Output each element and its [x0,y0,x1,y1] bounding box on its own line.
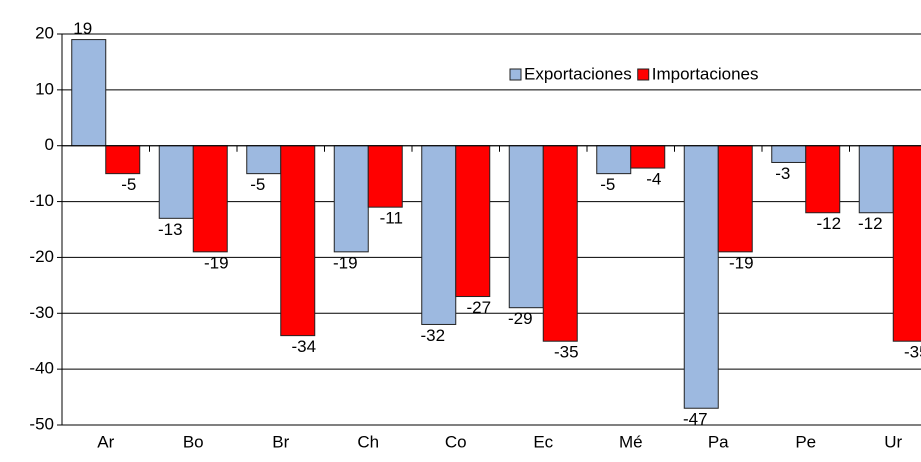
y-tick-label: -20 [29,247,54,266]
data-label: -19 [333,253,358,272]
legend-label: Exportaciones [524,64,632,83]
x-tick-label: Mé [619,432,643,451]
legend-swatch [637,68,650,81]
legend-box [500,61,845,89]
bar [805,145,841,214]
x-tick-label: Ur [884,432,902,451]
x-tick-label: Ar [97,432,114,451]
bar [542,145,578,342]
x-tick-label: Bo [183,432,204,451]
data-label: -19 [729,253,754,272]
bar [683,145,719,409]
data-label: -12 [816,214,841,233]
x-tick-label: Co [445,432,467,451]
bar [858,145,894,214]
bar [246,145,282,175]
data-label: -5 [121,175,136,194]
data-label: -13 [158,220,183,239]
x-tick-label: Ch [357,432,379,451]
bar [192,145,228,253]
data-label: 19 [73,19,92,38]
y-tick-label: -30 [29,303,54,322]
data-label: -11 [380,209,403,228]
y-tick-label: 10 [35,79,54,98]
y-tick-label: 0 [45,135,54,154]
bar [280,145,316,337]
data-label: -29 [508,309,533,328]
bar [630,145,666,169]
data-label: -5 [250,175,265,194]
bar [71,39,107,147]
legend-swatch [509,68,522,81]
data-label: -35 [904,343,921,362]
bar [508,145,544,309]
data-label: -27 [466,298,491,317]
bar [333,145,369,253]
bar [771,145,807,163]
bar [367,145,403,208]
data-label: -34 [291,337,316,356]
bar [421,145,457,325]
plot-area: -50 -40 -30 -20 -10 0 10 20 Ar 19 -5 Bo -13 -19 Br -5 -3… [29,19,921,451]
x-tick-label: Pa [708,432,729,451]
data-label: -35 [554,343,579,362]
x-tick-label: Pe [795,432,816,451]
bar [892,145,921,342]
data-label: -3 [775,164,790,183]
legend-label: Importaciones [652,64,759,83]
bar [158,145,194,219]
x-tick-label: Ec [533,432,553,451]
data-label: -47 [683,410,708,429]
data-label: -12 [858,214,883,233]
y-tick-label: -40 [29,359,54,378]
data-label: -19 [204,253,229,272]
bar [596,145,632,175]
x-tick-label: Br [272,432,289,451]
bar [717,145,753,253]
data-label: -32 [420,326,445,345]
data-label: -5 [600,175,615,194]
y-tick-label: -50 [29,414,54,433]
legend: Exportaciones Importaciones [500,61,845,89]
y-tick-label: -10 [29,191,54,210]
y-tick-label: 20 [35,23,54,42]
bar [455,145,491,298]
bar [105,145,141,175]
data-label: -4 [646,170,661,189]
